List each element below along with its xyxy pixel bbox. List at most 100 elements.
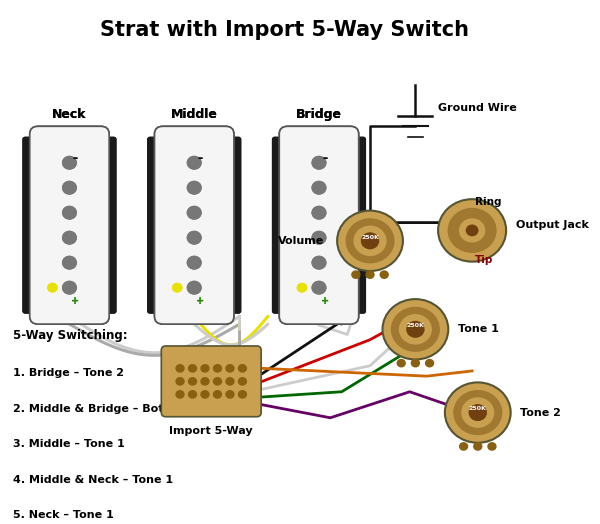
Circle shape — [48, 283, 57, 292]
Circle shape — [62, 256, 76, 269]
Text: 1. Bridge – Tone 2: 1. Bridge – Tone 2 — [13, 368, 124, 378]
Circle shape — [176, 391, 184, 398]
Circle shape — [312, 256, 326, 269]
Circle shape — [187, 281, 201, 294]
Text: 250K: 250K — [406, 323, 424, 328]
Circle shape — [346, 219, 394, 263]
Circle shape — [187, 256, 201, 269]
Text: +: + — [196, 296, 204, 306]
Text: +: + — [71, 296, 79, 306]
Circle shape — [226, 391, 234, 398]
Circle shape — [187, 256, 201, 269]
Text: -: - — [197, 152, 202, 166]
Circle shape — [62, 281, 76, 294]
Text: Middle: Middle — [171, 108, 218, 121]
Circle shape — [173, 283, 182, 292]
Circle shape — [62, 157, 76, 169]
Text: -: - — [322, 152, 327, 166]
Circle shape — [62, 157, 76, 169]
FancyBboxPatch shape — [30, 126, 109, 324]
FancyBboxPatch shape — [346, 137, 366, 314]
Circle shape — [380, 271, 388, 278]
Circle shape — [62, 181, 76, 194]
Circle shape — [400, 315, 431, 344]
Circle shape — [298, 283, 307, 292]
Circle shape — [354, 226, 386, 255]
Circle shape — [312, 256, 326, 269]
Text: -: - — [73, 152, 77, 166]
Circle shape — [214, 378, 221, 385]
Text: Neck: Neck — [52, 108, 86, 121]
Text: Volume: Volume — [278, 236, 325, 246]
Circle shape — [201, 365, 209, 372]
Circle shape — [460, 443, 467, 450]
FancyBboxPatch shape — [279, 126, 359, 324]
Text: 2. Middle & Bridge – Both Tones: 2. Middle & Bridge – Both Tones — [13, 403, 211, 414]
Circle shape — [62, 256, 76, 269]
Text: +: + — [320, 296, 329, 306]
Circle shape — [62, 206, 76, 219]
Text: +: + — [71, 296, 79, 306]
FancyBboxPatch shape — [279, 126, 359, 324]
FancyBboxPatch shape — [346, 137, 366, 314]
Circle shape — [454, 391, 502, 434]
Circle shape — [312, 181, 326, 194]
Circle shape — [176, 365, 184, 372]
Text: -: - — [197, 152, 202, 166]
Circle shape — [187, 206, 201, 219]
Circle shape — [201, 378, 209, 385]
Text: Bridge: Bridge — [296, 108, 342, 121]
Circle shape — [462, 398, 494, 427]
Circle shape — [397, 359, 405, 367]
Circle shape — [226, 365, 234, 372]
Circle shape — [362, 233, 379, 248]
Text: Bridge: Bridge — [296, 108, 342, 121]
Circle shape — [187, 232, 201, 244]
Circle shape — [366, 271, 374, 278]
Text: -: - — [73, 152, 77, 166]
Text: -: - — [322, 152, 327, 166]
Circle shape — [214, 365, 221, 372]
Circle shape — [352, 271, 360, 278]
Text: Ground Wire: Ground Wire — [438, 103, 517, 113]
Circle shape — [312, 181, 326, 194]
Circle shape — [466, 225, 478, 236]
FancyBboxPatch shape — [96, 137, 116, 314]
Text: 4. Middle & Neck – Tone 1: 4. Middle & Neck – Tone 1 — [13, 475, 173, 485]
FancyBboxPatch shape — [161, 346, 261, 417]
Circle shape — [298, 283, 307, 292]
Circle shape — [312, 232, 326, 244]
Circle shape — [382, 299, 448, 359]
Circle shape — [312, 281, 326, 294]
Text: Strat with Import 5-Way Switch: Strat with Import 5-Way Switch — [100, 19, 469, 40]
Circle shape — [460, 219, 485, 242]
Text: Tip: Tip — [475, 255, 493, 265]
FancyBboxPatch shape — [155, 126, 234, 324]
Circle shape — [312, 206, 326, 219]
Circle shape — [187, 232, 201, 244]
Circle shape — [445, 383, 511, 443]
Circle shape — [62, 206, 76, 219]
FancyBboxPatch shape — [221, 137, 241, 314]
Text: 5. Neck – Tone 1: 5. Neck – Tone 1 — [13, 510, 113, 520]
Circle shape — [438, 199, 506, 261]
Circle shape — [238, 378, 247, 385]
Text: Ring: Ring — [475, 197, 502, 207]
Circle shape — [62, 232, 76, 244]
Text: +: + — [196, 296, 204, 306]
Circle shape — [412, 359, 419, 367]
FancyBboxPatch shape — [221, 137, 241, 314]
Circle shape — [474, 443, 482, 450]
FancyBboxPatch shape — [22, 137, 43, 314]
FancyBboxPatch shape — [272, 137, 292, 314]
Circle shape — [312, 206, 326, 219]
Circle shape — [62, 232, 76, 244]
Circle shape — [176, 378, 184, 385]
FancyBboxPatch shape — [272, 137, 292, 314]
Text: Middle: Middle — [171, 108, 218, 121]
Circle shape — [201, 391, 209, 398]
Circle shape — [312, 281, 326, 294]
Circle shape — [226, 378, 234, 385]
Text: Tone 1: Tone 1 — [458, 324, 499, 334]
Text: Output Jack: Output Jack — [517, 220, 589, 230]
